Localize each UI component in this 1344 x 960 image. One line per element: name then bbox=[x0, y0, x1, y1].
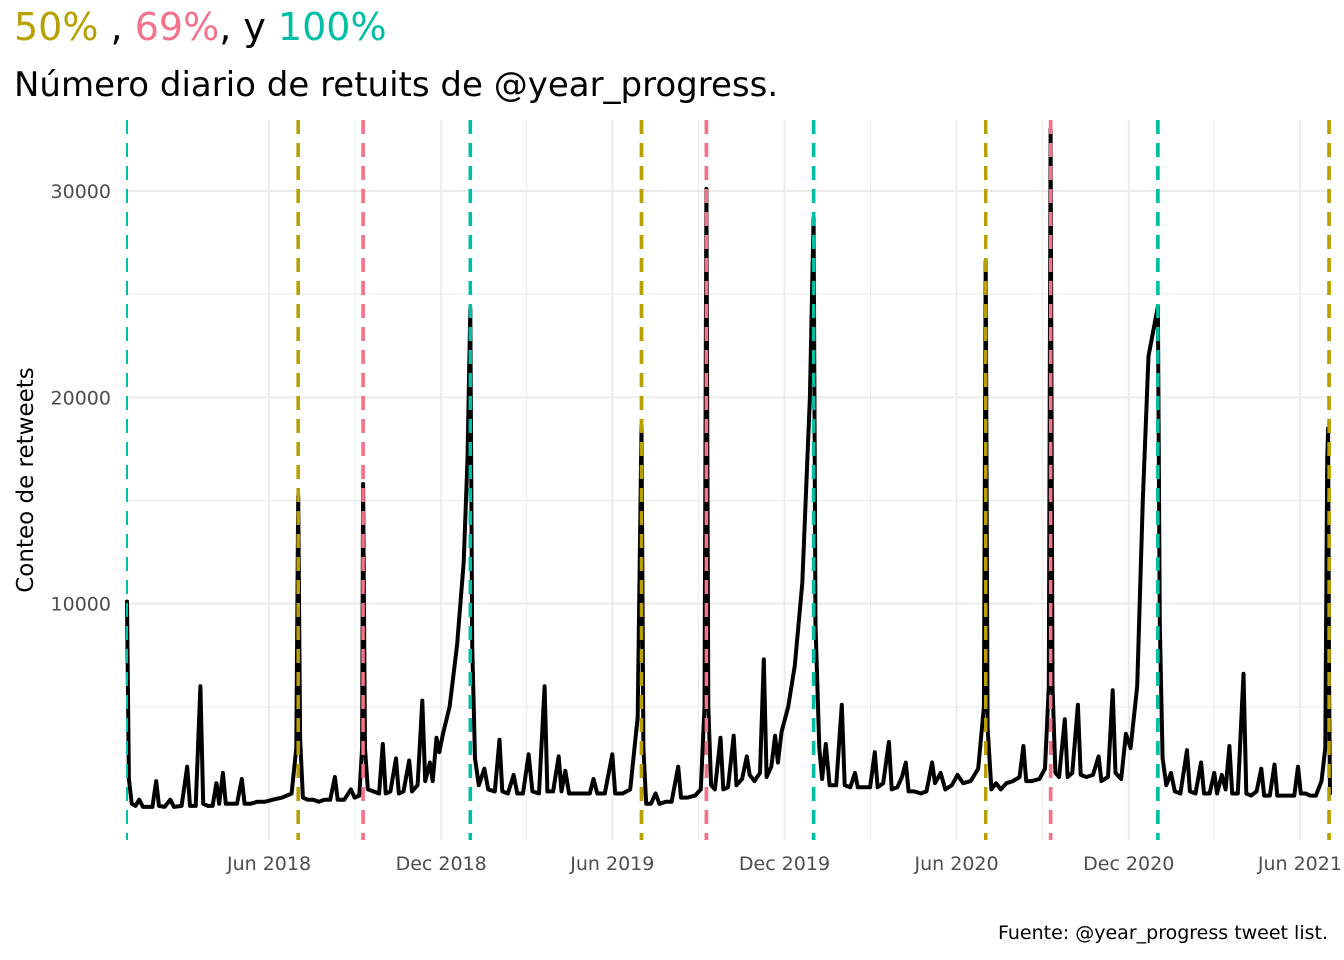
title-separator-2: , y bbox=[219, 5, 278, 49]
chart-subtitle: Número diario de retuits de @year_progre… bbox=[14, 65, 779, 105]
title-50-percent: 50% bbox=[14, 5, 99, 49]
x-tick-label: Dec 2019 bbox=[739, 853, 830, 875]
title-69-percent: 69% bbox=[134, 5, 220, 49]
x-tick-label: Jun 2018 bbox=[226, 853, 311, 875]
source-caption: Fuente: @year_progress tweet list. bbox=[998, 922, 1328, 944]
x-tick-label: Jun 2020 bbox=[914, 853, 999, 875]
y-tick-label: 10000 bbox=[51, 594, 111, 616]
x-tick-label: Jun 2021 bbox=[1257, 853, 1342, 875]
x-tick-label: Jun 2019 bbox=[569, 853, 654, 875]
reference-lines-overlay bbox=[126, 120, 1331, 840]
gridlines bbox=[127, 120, 1330, 840]
x-tick-label: Dec 2018 bbox=[396, 853, 487, 875]
y-tick-label: 20000 bbox=[51, 387, 111, 409]
title-separator-1: , bbox=[98, 5, 135, 49]
series-line-retweets bbox=[125, 127, 1332, 809]
reference-lines bbox=[126, 120, 1331, 840]
axis-labels: 10000 20000 30000 Jun 2018 Dec 2018 Jun 2019 D… bbox=[51, 181, 1342, 875]
series-layer bbox=[125, 127, 1332, 809]
y-tick-label: 30000 bbox=[51, 181, 111, 203]
chart-title: 50% , 69%, y 100% bbox=[14, 8, 387, 46]
x-tick-label: Dec 2020 bbox=[1083, 853, 1174, 875]
title-100-percent: 100% bbox=[277, 5, 387, 49]
